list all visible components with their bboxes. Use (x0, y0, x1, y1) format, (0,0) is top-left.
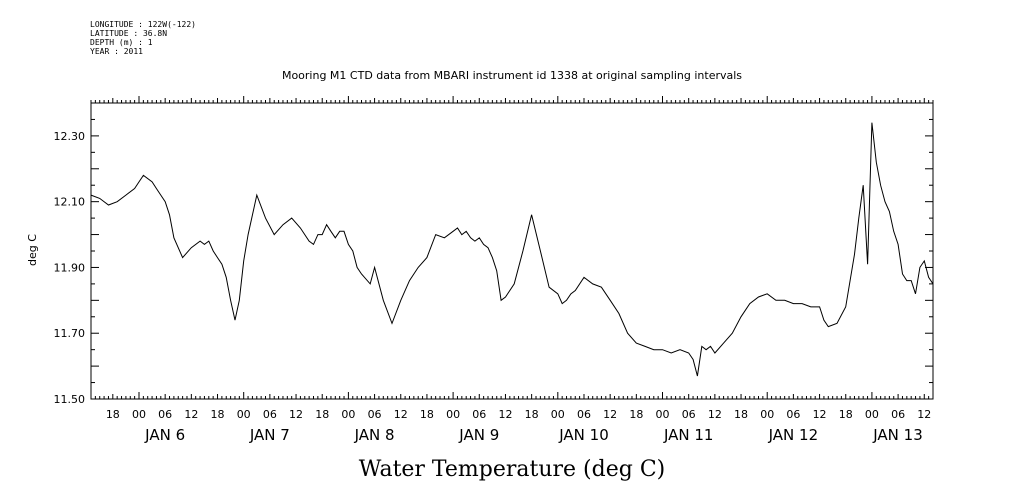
x-tick-label: 00 (132, 408, 146, 421)
y-tick-label: 11.50 (54, 393, 86, 406)
x-tick-label: 12 (394, 408, 408, 421)
y-tick-label: 12.10 (54, 196, 86, 209)
series-line-water-temperature (90, 122, 934, 377)
x-tick-label: 06 (577, 408, 591, 421)
x-tick-label: 00 (341, 408, 355, 421)
longitude-label: LONGITUDE : 122W(-122) (90, 20, 196, 29)
x-tick-label: 18 (420, 408, 434, 421)
x-tick-label: 00 (865, 408, 879, 421)
depth-label: DEPTH (m) : 1 (90, 38, 153, 47)
y-tick-label: 11.90 (54, 261, 86, 274)
x-tick-label: 12 (813, 408, 827, 421)
x-tick-label: 12 (498, 408, 512, 421)
year-label: YEAR : 2011 (90, 47, 143, 56)
x-tick-label: 06 (891, 408, 905, 421)
x-tick-label: 06 (786, 408, 800, 421)
latitude-label: LATITUDE : 36.8N (90, 29, 168, 38)
x-day-label: JAN 6 (144, 426, 185, 444)
metadata-block: LONGITUDE : 122W(-122) LATITUDE : 36.8N … (90, 20, 196, 56)
x-day-label: JAN 7 (249, 426, 290, 444)
x-tick-label: 12 (603, 408, 617, 421)
x-tick-label: 18 (211, 408, 225, 421)
x-tick-label: 00 (446, 408, 460, 421)
x-tick-label: 18 (315, 408, 329, 421)
y-axis-label: deg C (26, 234, 39, 266)
x-tick-label: 12 (289, 408, 303, 421)
x-tick-label: 12 (917, 408, 931, 421)
x-tick-label: 00 (237, 408, 251, 421)
x-tick-label: 06 (472, 408, 486, 421)
x-tick-label: 12 (184, 408, 198, 421)
x-tick-label: 18 (525, 408, 539, 421)
labels-layer: 18 00 06 12 18 00 06 12 18 00 06 12 18 00 06 12 18 00 06 12… (54, 130, 932, 444)
x-day-label: JAN 8 (354, 426, 395, 444)
x-tick-label: 00 (551, 408, 565, 421)
x-tick-label: 06 (263, 408, 277, 421)
x-tick-label: 00 (760, 408, 774, 421)
y-tick-label: 11.70 (54, 327, 86, 340)
x-tick-label: 06 (158, 408, 172, 421)
chart-title: Mooring M1 CTD data from MBARI instrumen… (282, 69, 742, 82)
y-tick-label: 12.30 (54, 130, 86, 143)
x-tick-label: 12 (708, 408, 722, 421)
x-tick-label: 18 (629, 408, 643, 421)
x-tick-label: 06 (682, 408, 696, 421)
x-day-label: JAN 9 (458, 426, 499, 444)
x-tick-label: 18 (839, 408, 853, 421)
x-day-label: JAN 10 (558, 426, 609, 444)
x-tick-label: 06 (368, 408, 382, 421)
x-axis-label: Water Temperature (deg C) (359, 457, 666, 482)
ticks-layer (90, 96, 934, 400)
plot-frame (90, 102, 934, 400)
x-tick-label: 18 (106, 408, 120, 421)
x-day-label: JAN 12 (768, 426, 819, 444)
x-tick-label: 18 (734, 408, 748, 421)
x-day-label: JAN 13 (872, 426, 923, 444)
x-day-label: JAN 11 (663, 426, 714, 444)
x-tick-label: 00 (656, 408, 670, 421)
